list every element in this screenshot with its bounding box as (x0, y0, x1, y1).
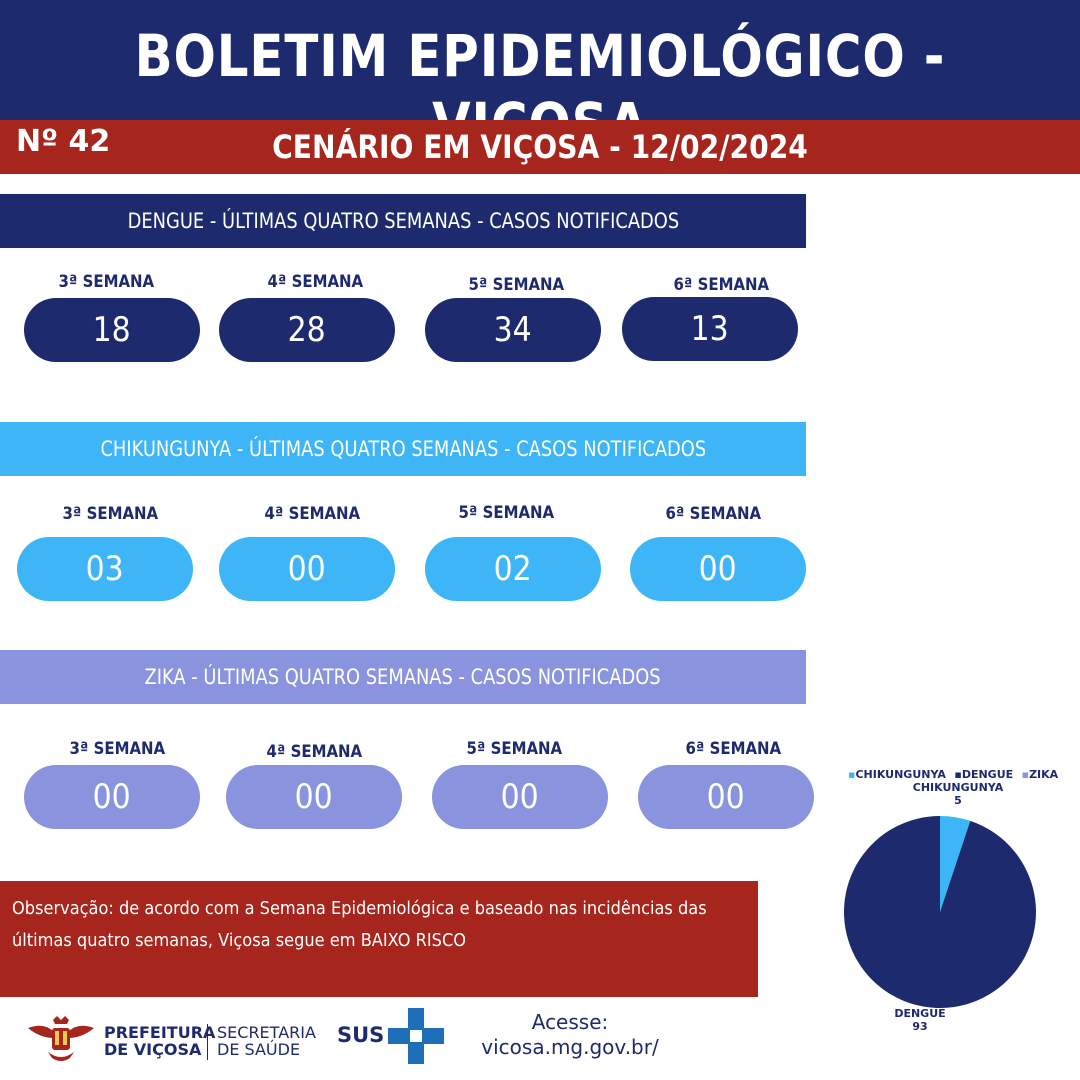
zika-week-label: 3ª SEMANA (29, 739, 205, 759)
pie-label-dengue-name: DENGUE (894, 1007, 946, 1020)
pie-label-dengue: DENGUE 93 (870, 1007, 970, 1033)
chikungunya-week-6-value: 00 (630, 537, 806, 601)
subheader-bar (0, 120, 1080, 174)
legend-dot-zika: ▪ (1021, 768, 1030, 781)
chikungunya-week-5-value: 02 (425, 537, 601, 601)
prefeitura-name: PREFEITURA DE VIÇOSA (104, 1024, 215, 1058)
chikungunya-week-4-value: 00 (219, 537, 395, 601)
chikungunya-week-label: 3ª SEMANA (22, 504, 198, 524)
chikungunya-week-4-count: 00 (287, 549, 327, 589)
sus-cross-icon (388, 1008, 444, 1064)
dengue-week-5-value: 34 (425, 298, 601, 362)
pie-slice-dengue (844, 816, 1036, 1008)
zika-week-6-label: 6ª SEMANA (685, 739, 781, 759)
pie-label-chikungunya-name: CHIKUNGUNYA (912, 781, 1004, 794)
zika-week-label: 4ª SEMANA (226, 742, 402, 762)
zika-week-4-value: 00 (226, 765, 402, 829)
dengue-week-6-count: 13 (690, 309, 730, 349)
dengue-week-label: 3ª SEMANA (18, 272, 194, 292)
zika-week-4-label: 4ª SEMANA (266, 742, 362, 762)
zika-week-5-count: 00 (500, 777, 540, 817)
dengue-week-5-label: 5ª SEMANA (468, 275, 564, 295)
secretaria-line1: SECRETARIA (217, 1023, 316, 1042)
zika-week-6-count: 00 (706, 777, 746, 817)
issue-number: Nº 42 (16, 124, 111, 159)
chikungunya-week-6-count: 00 (698, 549, 738, 589)
dengue-week-label: 4ª SEMANA (227, 272, 403, 292)
pie-label-chikungunya-value: 5 (954, 794, 962, 807)
dengue-week-3-value: 18 (24, 298, 200, 362)
footer-divider (207, 1024, 208, 1060)
prefeitura-line2: DE VIÇOSA (104, 1040, 202, 1059)
zika-week-5-label: 5ª SEMANA (466, 739, 562, 759)
legend-label-zika: ZIKA (1029, 768, 1059, 781)
pie-label-chikungunya: CHIKUNGUNYA 5 (908, 781, 1008, 807)
secretaria-name: SECRETARIA DE SAÚDE (217, 1024, 316, 1058)
dengue-week-4-label: 4ª SEMANA (267, 272, 363, 292)
dengue-week-3-label: 3ª SEMANA (58, 272, 154, 292)
zika-week-4-count: 00 (294, 777, 334, 817)
chikungunya-week-5-label: 5ª SEMANA (458, 503, 554, 523)
legend-item-chikungunya: ▪CHIKUNGUNYA (848, 768, 946, 781)
legend-label-chikungunya: CHIKUNGUNYA (855, 768, 946, 781)
header-bar (0, 0, 1080, 120)
zika-week-3-count: 00 (92, 777, 132, 817)
secretaria-line2: DE SAÚDE (217, 1040, 301, 1059)
dengue-week-4-count: 28 (287, 310, 327, 350)
chikungunya-week-5-count: 02 (493, 549, 533, 589)
access-label: Acesse: (531, 1010, 609, 1034)
sus-logo-text: SUS (337, 1023, 385, 1047)
legend-item-dengue: ▪DENGUE (954, 768, 1013, 781)
chikungunya-week-6-label: 6ª SEMANA (665, 504, 761, 524)
zika-week-label: 5ª SEMANA (426, 739, 602, 759)
chikungunya-week-label: 5ª SEMANA (418, 503, 594, 523)
scenario-date: CENÁRIO EM VIÇOSA - 12/02/2024 (272, 128, 808, 166)
dengue-week-6-value: 13 (622, 297, 798, 361)
chikungunya-week-label: 6ª SEMANA (625, 504, 801, 524)
chikungunya-week-4-label: 4ª SEMANA (264, 504, 360, 524)
dengue-banner-text: DENGUE - ÚLTIMAS QUATRO SEMANAS - CASOS … (127, 209, 679, 233)
zika-week-5-value: 00 (432, 765, 608, 829)
chikungunya-week-3-count: 03 (85, 549, 125, 589)
dengue-banner: DENGUE - ÚLTIMAS QUATRO SEMANAS - CASOS … (0, 194, 806, 248)
prefeitura-line1: PREFEITURA (104, 1023, 216, 1042)
zika-banner: ZIKA - ÚLTIMAS QUATRO SEMANAS - CASOS NO… (0, 650, 806, 704)
dengue-week-label: 5ª SEMANA (428, 275, 604, 295)
legend-item-zika: ▪ZIKA (1022, 768, 1059, 781)
chikungunya-week-label: 4ª SEMANA (224, 504, 400, 524)
zika-week-3-value: 00 (24, 765, 200, 829)
chikungunya-banner: CHIKUNGUNYA - ÚLTIMAS QUATRO SEMANAS - C… (0, 422, 806, 476)
website-link[interactable]: vicosa.mg.gov.br/ (481, 1035, 659, 1059)
legend-dot-chikungunya: ▪ (848, 768, 856, 781)
pie-label-dengue-value: 93 (912, 1020, 928, 1033)
pie-chart (844, 816, 1036, 1008)
dengue-week-3-count: 18 (92, 310, 132, 350)
pie-legend: ▪CHIKUNGUNYA ▪DENGUE ▪ZIKA (848, 765, 1058, 783)
dengue-week-label: 6ª SEMANA (633, 275, 809, 295)
dengue-week-6-label: 6ª SEMANA (673, 275, 769, 295)
chikungunya-week-3-value: 03 (17, 537, 193, 601)
coat-of-arms-icon (26, 1014, 96, 1064)
legend-dot-dengue: ▪ (954, 768, 962, 781)
observation-text: Observação: de acordo com a Semana Epide… (12, 898, 707, 951)
observation-box: Observação: de acordo com a Semana Epide… (0, 881, 758, 997)
dengue-week-4-value: 28 (219, 298, 395, 362)
pie-slice-chikungunya (940, 816, 971, 912)
chikungunya-banner-text: CHIKUNGUNYA - ÚLTIMAS QUATRO SEMANAS - C… (100, 437, 706, 461)
zika-banner-text: ZIKA - ÚLTIMAS QUATRO SEMANAS - CASOS NO… (144, 665, 662, 689)
zika-week-3-label: 3ª SEMANA (69, 739, 165, 759)
chikungunya-week-3-label: 3ª SEMANA (62, 504, 158, 524)
zika-week-label: 6ª SEMANA (645, 739, 821, 759)
legend-label-dengue: DENGUE (961, 768, 1014, 781)
dengue-week-5-count: 34 (493, 310, 533, 350)
zika-week-6-value: 00 (638, 765, 814, 829)
